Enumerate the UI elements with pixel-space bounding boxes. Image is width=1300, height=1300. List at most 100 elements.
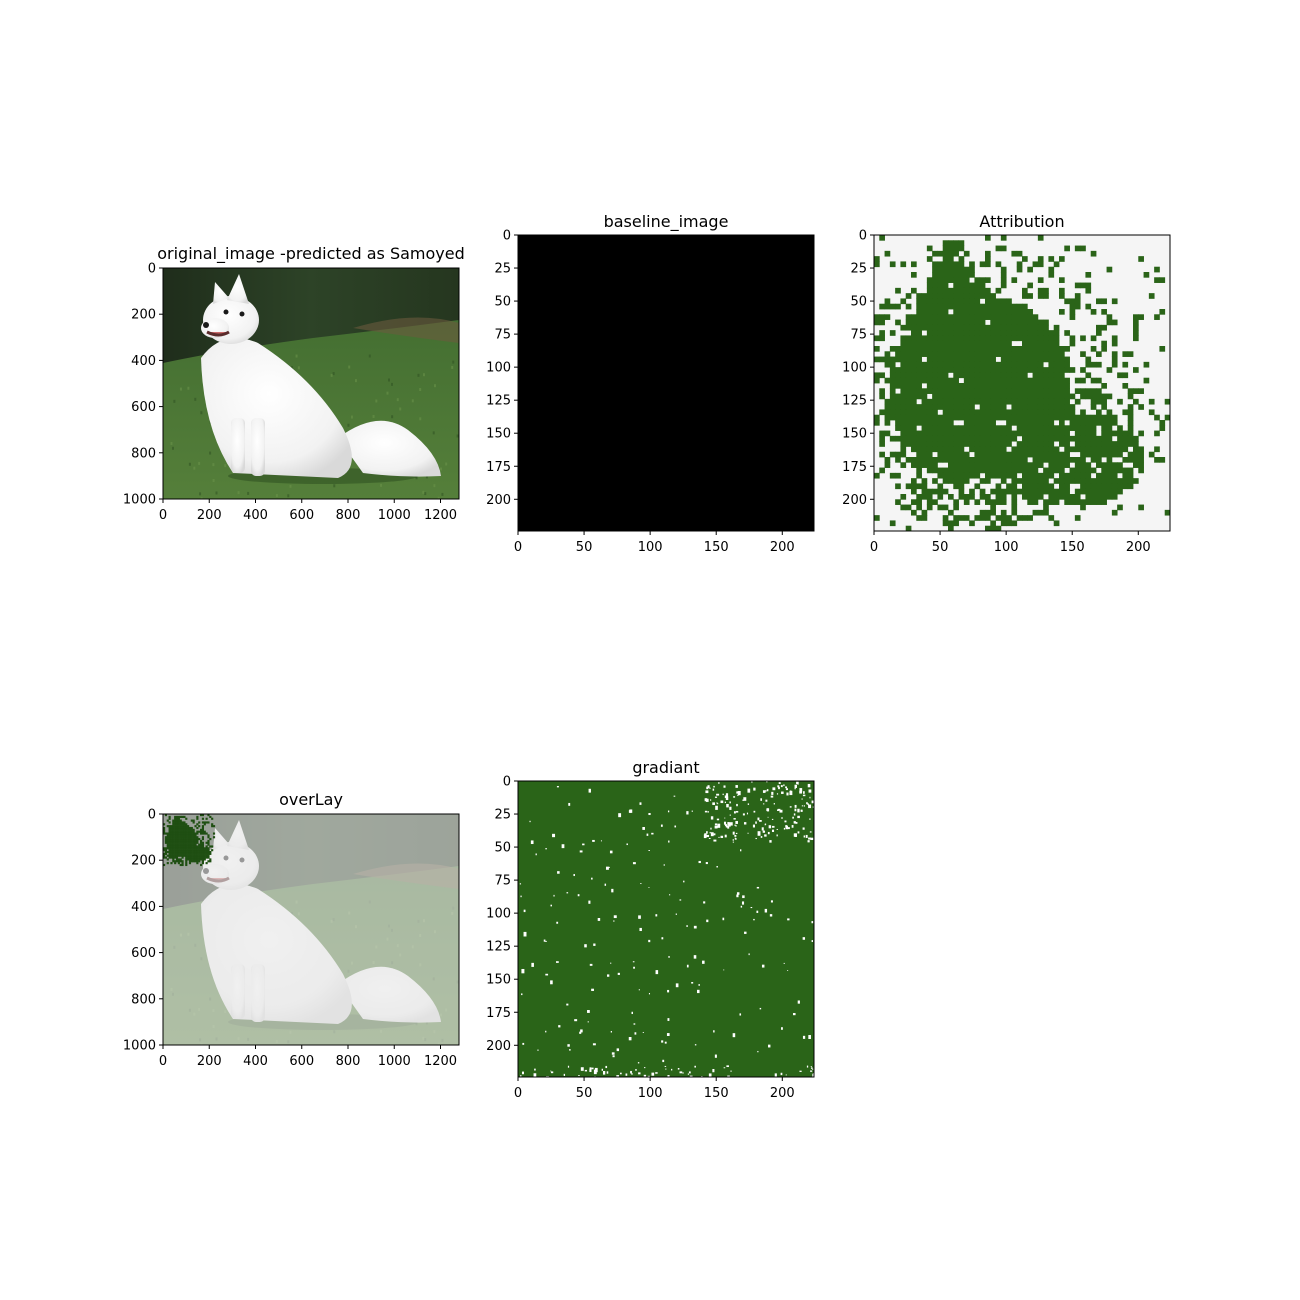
attribution-pixel (948, 414, 954, 421)
attribution-pixel (900, 409, 907, 416)
attribution-pixel (942, 441, 949, 447)
overlay-mask-pixel (192, 852, 195, 855)
gradient-speck (713, 833, 716, 836)
gradient-speck (529, 820, 531, 823)
gradient-speck (606, 974, 610, 977)
attribution-pixel (953, 472, 959, 479)
gradient-speck (785, 825, 788, 828)
attribution-pixel (953, 478, 959, 484)
overlay-mask-pixel (183, 828, 186, 831)
overlay-mask-pixel (207, 847, 210, 850)
attribution-pixel (979, 462, 986, 468)
overlay-mask-pixel (168, 856, 171, 859)
attribution-pixel (889, 356, 896, 363)
attribution-pixel (969, 393, 975, 400)
attribution-pixel (1027, 346, 1033, 352)
attribution-pixel (889, 346, 896, 352)
overlay-mask-pixel (179, 819, 182, 822)
attribution-pixel (1138, 462, 1144, 468)
attribution-pixel (1064, 367, 1070, 373)
y-tick-label: 150 (486, 427, 511, 442)
attribution-pixel (926, 462, 933, 468)
attribution-pixel (948, 451, 954, 458)
overlay-mask-pixel (175, 836, 179, 839)
overlay-mask-pixel (207, 843, 210, 846)
attribution-pixel (1053, 393, 1060, 400)
attribution-pixel (889, 393, 896, 400)
attribution-pixel (1016, 451, 1023, 458)
attribution-pixel (1101, 478, 1107, 484)
attribution-pixel (1006, 383, 1012, 389)
attribution-pixel (889, 372, 896, 379)
attribution-pixel (1011, 398, 1018, 405)
gradient-speck (709, 787, 711, 789)
attribution-pixel (926, 303, 933, 310)
attribution-pixel (953, 467, 959, 474)
attribution-pixel (985, 340, 991, 347)
overlay-mask-pixel (183, 843, 186, 846)
attribution-pixel (1059, 383, 1065, 389)
gradient-speck (733, 796, 736, 798)
attribution-pixel (1022, 404, 1028, 410)
attribution-pixel (1027, 398, 1033, 405)
overlay-mask-pixel (185, 836, 188, 839)
overlay-mask-pixel (198, 854, 201, 857)
overlay-mask-pixel (192, 828, 195, 831)
grass-blade (237, 491, 240, 495)
gradient-speck (764, 823, 766, 826)
attribution-pixel (1032, 451, 1039, 458)
attribution-pixel (1159, 425, 1166, 431)
attribution-pixel (926, 409, 933, 416)
attribution-pixel (900, 462, 907, 468)
attribution-pixel (1022, 398, 1028, 405)
overlay-mask-pixel (201, 814, 204, 817)
attribution-pixel (963, 398, 970, 405)
attribution-pixel (1000, 272, 1007, 278)
attribution-pixel (1048, 425, 1055, 431)
overlay-mask-pixel (203, 832, 206, 835)
attribution-pixel (1032, 483, 1039, 490)
attribution-pixel (942, 504, 949, 511)
gradient-speck (793, 813, 796, 816)
overlay-mask-pixel (183, 825, 186, 828)
attribution-pixel (969, 414, 975, 421)
attribution-pixel (953, 309, 959, 315)
dog-nose (203, 322, 209, 328)
attribution-pixel (879, 235, 885, 241)
attribution-pixel (995, 367, 1002, 373)
attribution-pixel (1101, 483, 1107, 490)
y-tick-label: 400 (131, 354, 156, 369)
overlay-mask-pixel (187, 838, 190, 841)
gradient-speck (667, 810, 670, 813)
attribution-pixel (884, 414, 891, 421)
attribution-pixel (985, 441, 991, 447)
attribution-pixel (911, 404, 917, 410)
attribution-pixel (905, 335, 912, 342)
attribution-pixel (879, 430, 885, 437)
overlay-mask-pixel (200, 843, 203, 846)
attribution-pixel (1053, 324, 1060, 331)
gradient-speck (736, 803, 738, 807)
attribution-pixel (1043, 351, 1049, 357)
attribution-pixel (1022, 287, 1028, 294)
grass-blade (368, 354, 371, 358)
attribution-pixel (963, 361, 970, 368)
y-tick-label: 150 (486, 973, 511, 988)
overlay-mask-pixel (200, 832, 203, 835)
gradient-speck (550, 904, 552, 907)
dog-eye (223, 309, 229, 315)
attribution-pixel (990, 388, 996, 394)
attribution-pixel (937, 472, 944, 479)
attribution-pixel (1037, 398, 1044, 405)
attribution-pixel (948, 430, 954, 437)
attribution-pixel (1127, 430, 1134, 437)
attribution-pixel (926, 457, 933, 463)
attribution-pixel (974, 340, 981, 347)
gradient-speck (757, 817, 760, 821)
attribution-pixel (937, 467, 944, 474)
attribution-pixel (1032, 319, 1039, 326)
attribution-pixel (1016, 261, 1023, 268)
attribution-pixel (1074, 446, 1081, 453)
attribution-pixel (1053, 388, 1060, 394)
attribution-pixel (969, 430, 975, 437)
